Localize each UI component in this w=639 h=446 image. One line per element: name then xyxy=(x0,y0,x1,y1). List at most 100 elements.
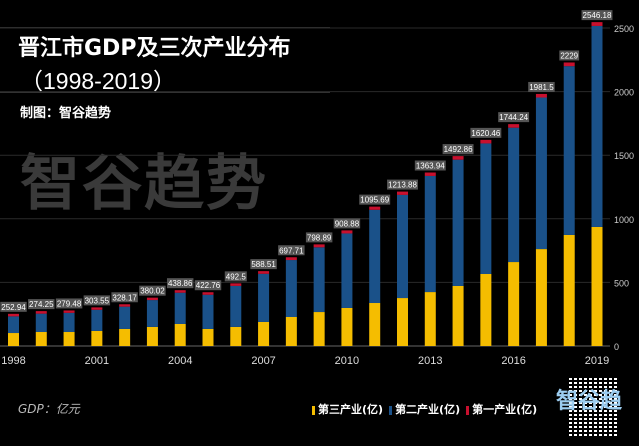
data-label: 697.71 xyxy=(279,246,304,255)
bar-segment-tertiary xyxy=(452,285,464,346)
bar-segment-primary xyxy=(480,139,492,144)
bar-segment-primary xyxy=(535,93,547,98)
legend: 第三产业(亿) 第二产业(亿) 第一产业(亿) xyxy=(312,401,537,417)
data-label-bg xyxy=(387,179,418,190)
y-tick-label: 1000 xyxy=(614,215,634,225)
x-tick-label: 2001 xyxy=(85,355,109,367)
bar-segment-tertiary xyxy=(508,262,520,346)
data-label-bg xyxy=(498,112,530,123)
bar-segment-secondary xyxy=(563,66,575,235)
bar-segment-primary xyxy=(369,206,381,210)
bar-segment-primary xyxy=(313,244,325,248)
data-label: 798.89 xyxy=(307,233,332,242)
data-label-bg xyxy=(470,127,502,138)
data-label-bg xyxy=(139,285,166,296)
bar-segment-tertiary xyxy=(397,298,408,346)
bar-segment-primary xyxy=(258,271,270,274)
bar-segment-secondary xyxy=(202,294,214,329)
data-label-bg xyxy=(581,10,613,21)
bar-segment-tertiary xyxy=(63,332,75,346)
x-tick-label: 2010 xyxy=(335,355,359,367)
bar-segment-primary xyxy=(508,124,520,128)
bar-segment-tertiary xyxy=(535,249,547,346)
data-label: 1213.88 xyxy=(388,181,417,190)
data-label: 328.17 xyxy=(112,293,137,302)
chart-credit: 制图：智谷趋势 xyxy=(20,106,112,121)
bar-segment-primary xyxy=(91,307,103,310)
bar-segment-secondary xyxy=(313,247,325,313)
bar-segment-secondary xyxy=(480,143,492,275)
legend-item-secondary: 第二产业(亿) xyxy=(389,401,460,417)
data-label: 380.02 xyxy=(140,287,165,296)
y-tick-label: 500 xyxy=(614,278,629,288)
qr-code xyxy=(567,378,617,438)
data-label-bg xyxy=(111,292,138,303)
y-tick-label: 0 xyxy=(614,342,619,352)
bar-segment-tertiary xyxy=(8,333,19,346)
bar-segment-secondary xyxy=(285,260,297,317)
bar-segment-primary xyxy=(63,310,75,313)
bar-segment-primary xyxy=(230,283,242,286)
bar-segment-secondary xyxy=(8,316,19,334)
data-label-bg xyxy=(0,301,27,312)
data-label: 908.88 xyxy=(335,219,360,228)
x-tick-label: 2013 xyxy=(418,355,442,367)
legend-label: 第三产业(亿) xyxy=(318,403,384,416)
y-tick-label: 1500 xyxy=(614,151,634,161)
bar-segment-secondary xyxy=(397,194,408,299)
bar-segment-primary xyxy=(202,292,214,295)
data-label: 422.76 xyxy=(196,281,221,290)
bar-segment-tertiary xyxy=(146,326,158,346)
legend-item-primary: 第一产业(亿) xyxy=(466,401,537,417)
bar-segment-primary xyxy=(591,22,603,26)
bar-segment-primary xyxy=(35,311,47,314)
bar-segment-primary xyxy=(397,191,408,195)
bar-segment-tertiary xyxy=(174,323,186,346)
bar-segment-primary xyxy=(563,62,575,67)
data-label-bg xyxy=(28,299,55,310)
data-label-bg xyxy=(278,245,305,256)
bar-segment-tertiary xyxy=(119,328,131,346)
data-label: 1492.86 xyxy=(444,145,473,154)
bar-segment-primary xyxy=(341,230,353,234)
divider-mid xyxy=(0,92,330,93)
unit-label: GDP：亿元 xyxy=(18,402,80,416)
y-tick-label: 2000 xyxy=(614,88,634,98)
bar-segment-primary xyxy=(174,290,186,293)
data-label: 492.5 xyxy=(226,272,247,281)
bar-segment-primary xyxy=(8,313,19,317)
legend-label: 第二产业(亿) xyxy=(395,403,461,416)
bar-segment-tertiary xyxy=(341,307,353,346)
data-label-bg xyxy=(166,278,194,289)
bar-segment-tertiary xyxy=(202,328,214,346)
bar-segment-secondary xyxy=(508,127,520,263)
bar-segment-tertiary xyxy=(35,332,47,346)
bar-segment-primary xyxy=(285,257,297,261)
bar-segment-primary xyxy=(424,172,436,176)
bar-segment-tertiary xyxy=(480,274,492,346)
bar-segment-secondary xyxy=(424,175,436,293)
data-label: 1744.24 xyxy=(499,113,528,122)
bar-segment-tertiary xyxy=(258,321,270,346)
data-label: 588.51 xyxy=(251,260,276,269)
bar-segment-secondary xyxy=(230,285,242,327)
data-label-bg xyxy=(559,50,580,61)
data-label-bg xyxy=(414,160,446,171)
bar-segment-secondary xyxy=(119,306,131,329)
chart-title: 晋江市GDP及三次产业分布 xyxy=(18,36,291,61)
bar-segment-primary xyxy=(146,297,158,301)
data-label-bg xyxy=(528,81,555,92)
chart-subtitle: （1998-2019） xyxy=(20,68,176,94)
bar-segment-tertiary xyxy=(424,292,436,346)
bar-segment-secondary xyxy=(174,292,186,324)
bar-segment-secondary xyxy=(452,159,464,286)
data-label-bg xyxy=(250,259,277,270)
data-label-bg xyxy=(83,295,111,306)
bar-segment-secondary xyxy=(535,97,547,250)
x-tick-label: 2019 xyxy=(585,355,609,367)
bar-segment-primary xyxy=(452,156,464,160)
data-label: 1095.69 xyxy=(360,196,389,205)
data-label: 1981.5 xyxy=(529,83,554,92)
bar-segment-secondary xyxy=(35,313,47,333)
bar-segment-primary xyxy=(119,304,131,307)
